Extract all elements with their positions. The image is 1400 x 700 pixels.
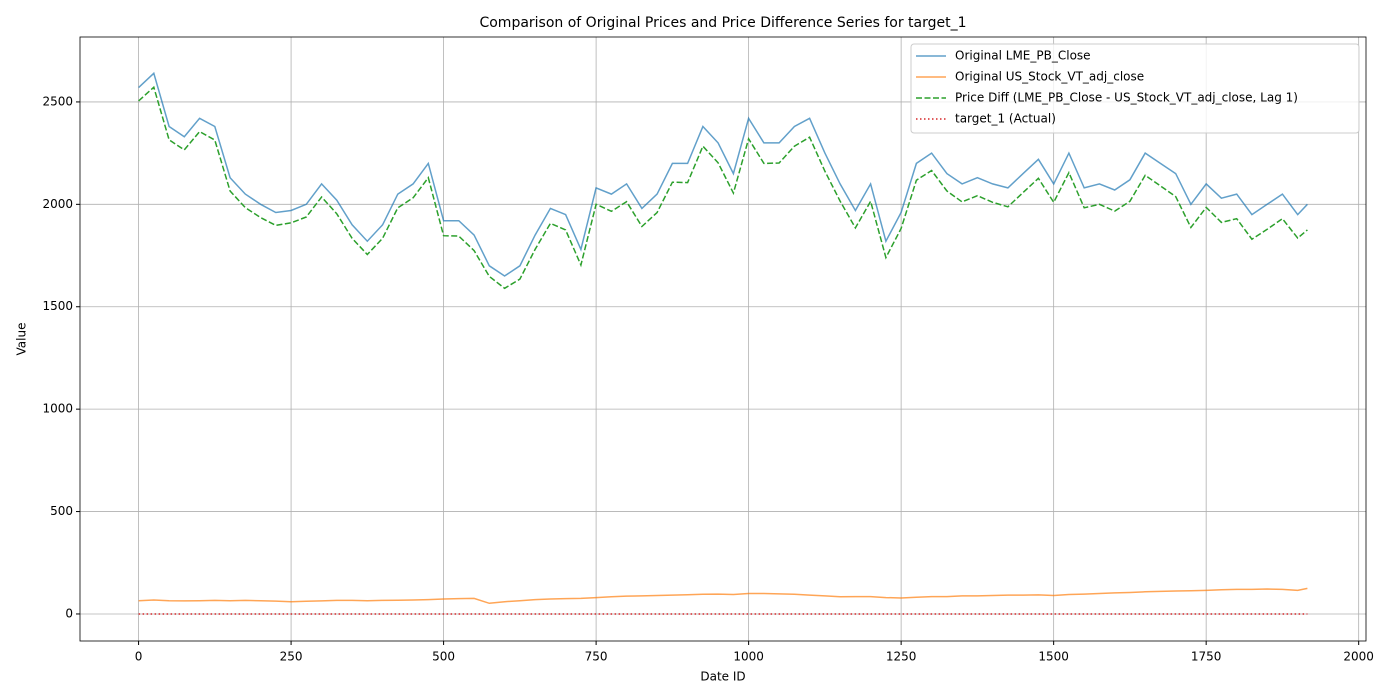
plot-frame: [79, 36, 1367, 642]
x-tick-label: 0: [135, 650, 143, 664]
series-line: [138, 587, 1308, 605]
legend-box: [910, 43, 1360, 134]
x-tick-label: 500: [432, 650, 455, 664]
legend-label: target_1 (Actual): [955, 112, 1056, 126]
x-tick-label: 250: [280, 650, 303, 664]
y-tick-label: 1500: [42, 299, 73, 313]
x-tick-label: 1750: [1191, 650, 1222, 664]
x-axis-label: Date ID: [700, 670, 745, 684]
x-tick-label: 750: [585, 650, 608, 664]
series-line: [138, 85, 1308, 290]
x-tick-label: 1500: [1038, 650, 1069, 664]
legend-label: Price Diff (LME_PB_Close - US_Stock_VT_a…: [955, 91, 1298, 105]
y-tick-label: 500: [50, 504, 73, 518]
series-line: [138, 71, 1308, 277]
y-tick-label: 0: [65, 606, 73, 620]
y-tick-label: 2500: [42, 94, 73, 108]
y-axis-label: Value: [15, 323, 29, 356]
x-tick-label: 1250: [886, 650, 917, 664]
legend-label: Original LME_PB_Close: [955, 49, 1091, 63]
x-tick-label: 2000: [1343, 650, 1374, 664]
x-tick-label: 1000: [733, 650, 764, 664]
y-tick-label: 1000: [42, 402, 73, 416]
chart-title: Comparison of Original Prices and Price …: [479, 15, 966, 31]
legend-label: Original US_Stock_VT_adj_close: [955, 70, 1144, 84]
y-tick-label: 2000: [42, 197, 73, 211]
